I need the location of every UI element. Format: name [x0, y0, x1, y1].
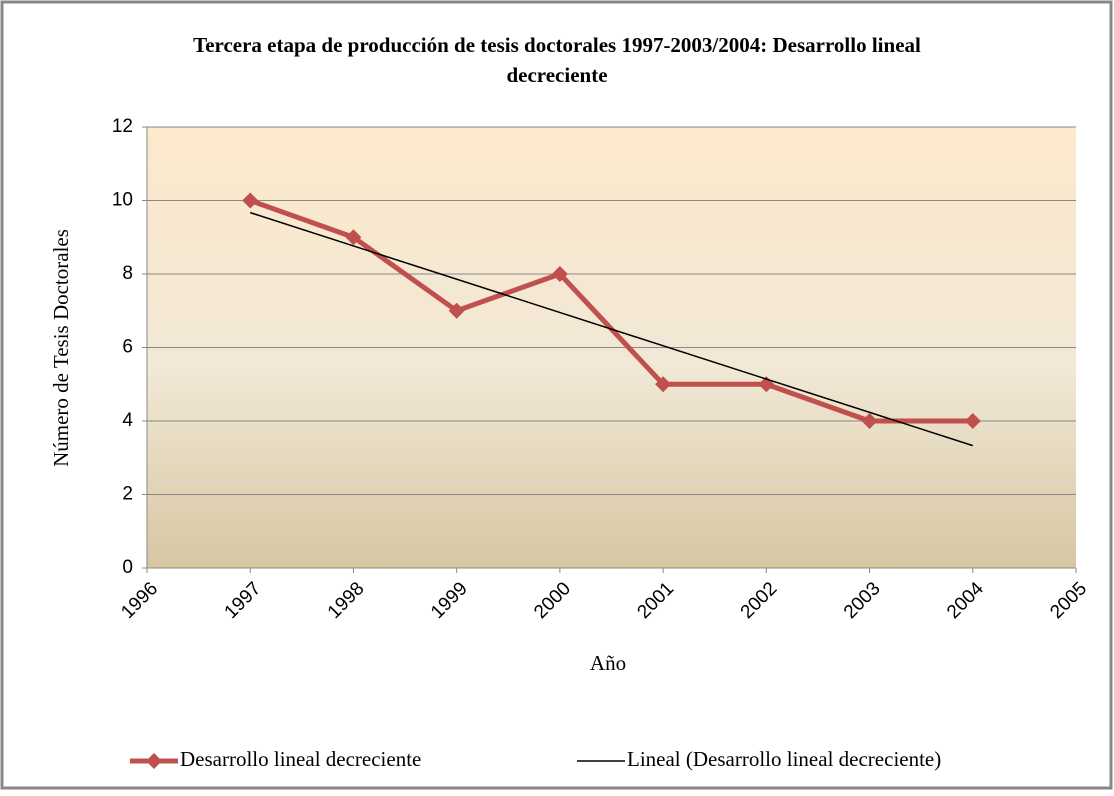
- data-point: [964, 413, 981, 429]
- y-tick-label: 0: [122, 557, 133, 578]
- y-axis-title: Número de Tesis Doctorales: [49, 229, 73, 467]
- legend-label: Desarrollo lineal decreciente: [180, 747, 421, 771]
- y-tick-label: 4: [122, 410, 133, 431]
- data-point: [345, 229, 362, 246]
- legend-label: Lineal (Desarrollo lineal decreciente): [627, 747, 941, 771]
- data-point: [655, 376, 672, 393]
- legend-marker: [146, 753, 162, 769]
- data-point: [551, 266, 568, 282]
- y-tick-label: 6: [122, 337, 133, 358]
- y-tick-label: 12: [112, 116, 133, 137]
- y-tick-label: 2: [122, 484, 133, 505]
- y-tick-label: 8: [122, 263, 133, 284]
- data-point: [861, 413, 878, 429]
- x-axis-title: Año: [590, 651, 626, 675]
- chart-title: Tercera etapa de producción de tesis doc…: [193, 33, 921, 87]
- data-point: [448, 302, 465, 319]
- series-line: [249, 211, 974, 447]
- y-tick-label: 10: [112, 190, 133, 211]
- data-point: [242, 192, 259, 209]
